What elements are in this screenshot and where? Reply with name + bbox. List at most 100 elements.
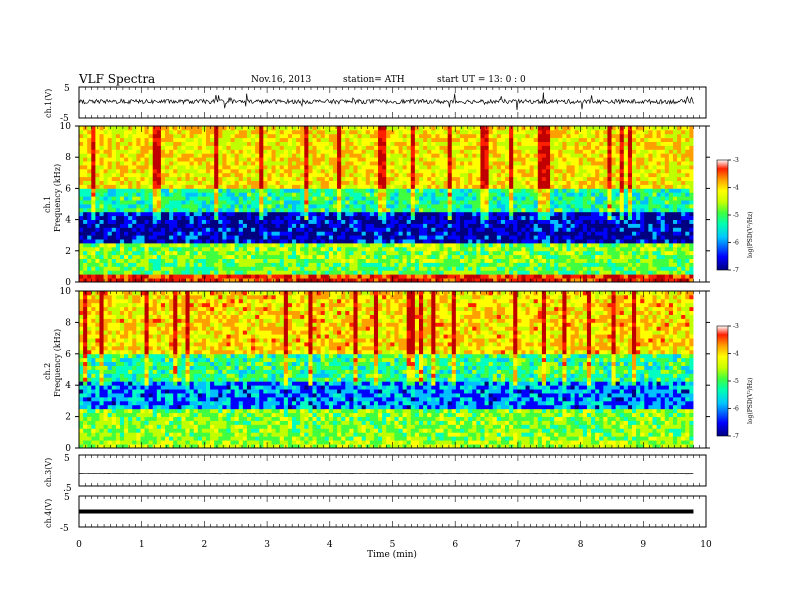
spectrogram-cell [484,231,490,236]
spectrogram-cell [586,196,592,201]
spectrogram-cell [324,200,330,205]
spectrogram-cell [541,254,547,259]
spectrogram-cell [513,246,518,252]
spectrogram-cell [201,262,207,267]
spectrogram-cell [169,223,174,228]
spectrogram-cell [586,215,592,220]
spectrogram-cell [238,266,244,271]
spectrogram-cell [447,266,453,271]
spectrogram-cell [357,219,363,224]
spectrogram-cell [128,157,133,162]
spectrogram-cell [554,196,559,201]
spectrogram-cell [480,207,485,213]
spectrogram-cell [267,204,272,209]
spectrogram-cell [177,223,182,228]
spectrogram-cell [214,129,219,135]
spectrogram-cell [472,274,477,279]
spectrogram-cell [435,133,440,139]
spectrogram-cell [369,254,375,259]
spectrogram-cell [136,262,141,267]
spectrogram-cell [234,145,240,150]
spectrogram-cell [382,126,387,131]
spectrogram-cell [513,274,518,279]
spectrogram-cell [165,204,170,209]
spectrogram-cell [378,149,383,154]
spectrogram-cell [214,231,219,236]
spectrogram-cell [398,172,404,178]
spectrogram-cell [152,176,158,181]
spectrogram-cell [283,188,289,193]
spectrogram-cell [365,165,371,170]
spectrogram-cell [152,215,158,220]
spectrogram-cell [185,188,191,193]
spectrogram-cell [468,145,473,150]
spectrogram-cell [79,188,84,193]
spectrogram-cell [136,133,141,139]
spectrogram-cell [537,270,543,275]
spectrogram-cell [431,278,436,283]
spectrogram-cell [193,227,199,232]
spectrogram-cell [165,239,170,244]
spectrogram-cell [574,235,580,240]
spectrogram-cell [99,262,104,267]
spectrogram-cell [353,196,358,201]
spectrogram-cell [328,133,334,139]
spectrogram-cell [259,207,264,213]
spectrogram-cell [214,149,219,154]
spectrogram-cell [447,153,453,158]
spectrogram-cell [570,211,576,217]
spectrogram-cell [107,196,113,201]
spectrogram-cell [91,192,96,197]
spectrogram-cell [439,262,444,267]
spectrogram-cell [554,246,559,252]
spectrogram-cell [132,215,137,220]
spectrogram-cell [169,153,174,158]
spectrogram-cell [349,133,354,139]
spectrogram-cell [464,207,469,213]
spectrogram-cell [210,258,215,263]
spectrogram-cell [144,145,150,150]
spectrogram-cell [283,231,289,236]
spectrogram-cell [271,161,277,166]
spectrogram-cell [132,223,137,228]
spectrogram-cell [570,188,576,193]
spectrogram-cell [210,137,215,142]
spectrogram-cell [398,243,404,248]
spectrogram-cell [136,184,141,189]
spectrogram-cell [369,145,375,150]
spectrogram-cell [537,219,543,224]
spectrogram-cell [562,145,567,150]
spectrogram-cell [586,192,592,197]
spectrogram-cell [234,270,240,275]
spectrogram-cell [382,219,387,224]
spectrogram-cell [574,165,580,170]
spectrogram-cell [488,219,494,224]
spectrogram-cell [464,211,469,217]
spectrogram-cell [517,145,522,150]
spectrogram-cell [308,246,313,252]
spectrogram-cell [279,278,285,283]
spectrogram-cell [537,207,543,213]
spectrogram-cell [558,262,563,267]
spectrogram-cell [435,227,440,232]
spectrogram-cell [427,172,432,178]
spectrogram-cell [95,231,100,236]
spectrogram-cell [500,266,506,271]
spectrogram-cell [283,215,289,220]
spectrogram-cell [562,133,567,139]
spectrogram-cell [246,176,252,181]
spectrogram-cell [390,141,395,146]
spectrogram-cell [308,149,313,154]
spectrogram-cell [255,145,260,150]
spectrogram-cell [263,192,268,197]
spectrogram-cell [304,172,309,178]
spectrogram-cell [382,176,387,181]
spectrogram-cell [201,137,207,142]
spectrogram-cell [160,157,166,162]
spectrogram-cell [320,223,326,228]
spectrogram-cell [156,258,162,263]
spectrogram-cell [251,172,256,178]
spectrogram-cell [267,254,272,259]
spectrogram-cell [320,204,326,209]
spectrogram-cell [521,258,526,263]
